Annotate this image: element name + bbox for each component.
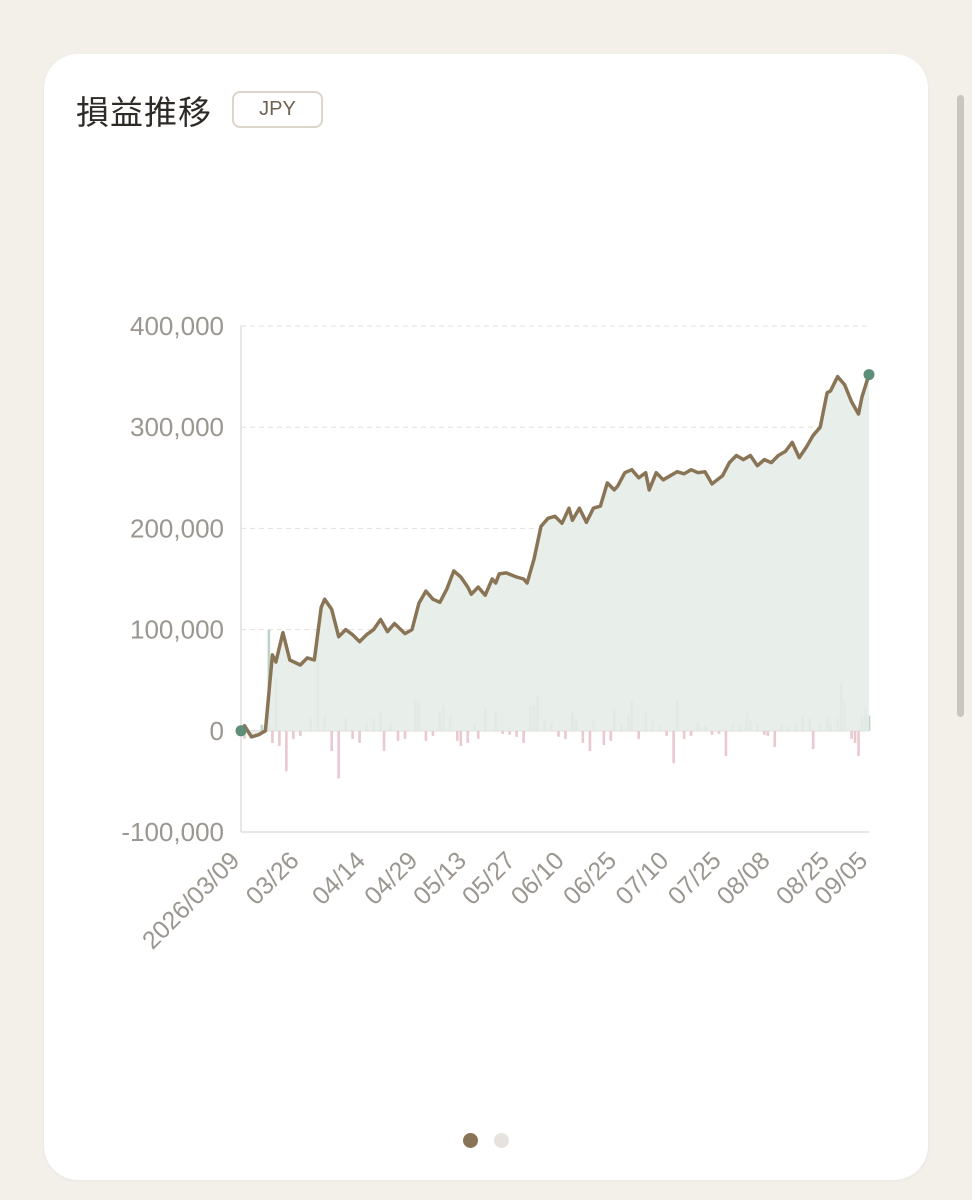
end-point (863, 369, 875, 381)
daily-bar (609, 730, 613, 741)
daily-bar (853, 730, 857, 743)
daily-bar (811, 730, 815, 750)
daily-bar (285, 730, 288, 772)
daily-bar (763, 730, 766, 735)
cumulative-area-layer (241, 374, 869, 737)
daily-bar (637, 730, 641, 739)
cumulative-line (239, 372, 871, 739)
endpoint-markers (235, 369, 875, 737)
daily-bar (431, 730, 435, 736)
daily-bar (850, 730, 853, 739)
x-tick-label: 04/29 (359, 846, 423, 910)
daily-bar (299, 730, 302, 736)
y-tick-label: 200,000 (130, 513, 224, 543)
daily-bar (278, 730, 281, 746)
daily-bar (508, 730, 511, 735)
daily-bar (773, 730, 777, 747)
daily-bar (689, 730, 693, 736)
y-tick-label: -100,000 (121, 817, 224, 847)
daily-bar (466, 730, 470, 743)
daily-bar (557, 730, 560, 737)
daily-bar (602, 730, 606, 745)
daily-bar (456, 730, 459, 741)
daily-bar (682, 730, 686, 739)
y-tick-label: 300,000 (130, 412, 224, 442)
page-indicator (463, 1133, 509, 1148)
daily-bar (581, 730, 585, 743)
daily-bar (403, 730, 407, 739)
daily-bar (724, 730, 728, 757)
daily-bar (672, 730, 675, 764)
daily-bar (351, 730, 354, 739)
daily-bar (396, 730, 400, 741)
daily-bar (766, 730, 770, 736)
daily-bar (588, 730, 592, 752)
cumulative-area (241, 374, 869, 737)
daily-bar (522, 730, 525, 743)
x-tick-label: 06/10 (506, 846, 570, 910)
x-tick-label: 07/10 (610, 846, 674, 910)
x-tick-label: 03/26 (241, 846, 305, 910)
daily-bar (476, 730, 480, 739)
start-point (235, 725, 247, 737)
daily-bar (382, 730, 386, 752)
y-axis: 400,000 300,000 200,000 100,000 0 -100,000 (121, 311, 224, 847)
daily-bar (330, 730, 334, 752)
x-tick-label: 05/27 (457, 846, 521, 910)
daily-bar (515, 730, 518, 737)
daily-bar (271, 730, 274, 743)
daily-bar (358, 730, 361, 743)
y-tick-label: 100,000 (130, 615, 224, 645)
x-tick-label: 05/13 (408, 846, 472, 910)
card-title: 損益推移 (76, 93, 212, 132)
y-tick-label: 400,000 (130, 311, 224, 341)
page-dot-2[interactable] (494, 1133, 509, 1148)
scrollbar[interactable] (957, 95, 964, 717)
daily-bar (292, 730, 295, 739)
x-tick-label: 07/25 (663, 846, 727, 910)
x-tick-label: 2026/03/09 (137, 846, 245, 954)
x-tick-label: 06/25 (558, 846, 622, 910)
daily-bar (424, 730, 428, 741)
daily-bar (337, 730, 340, 779)
x-tick-label: 08/08 (712, 846, 776, 910)
page-dot-1[interactable] (463, 1133, 478, 1148)
daily-bar (501, 730, 504, 734)
daily-bar (260, 724, 264, 731)
currency-badge[interactable]: JPY (232, 91, 323, 128)
x-tick-label: 04/14 (307, 846, 371, 910)
cumulative-line-layer (239, 372, 871, 739)
daily-bar (564, 730, 567, 739)
daily-bar (717, 730, 721, 734)
daily-bar (710, 730, 714, 735)
y-tick-label: 0 (210, 716, 224, 746)
daily-bar (665, 730, 668, 736)
daily-bar (857, 730, 860, 757)
daily-bar (459, 730, 463, 746)
